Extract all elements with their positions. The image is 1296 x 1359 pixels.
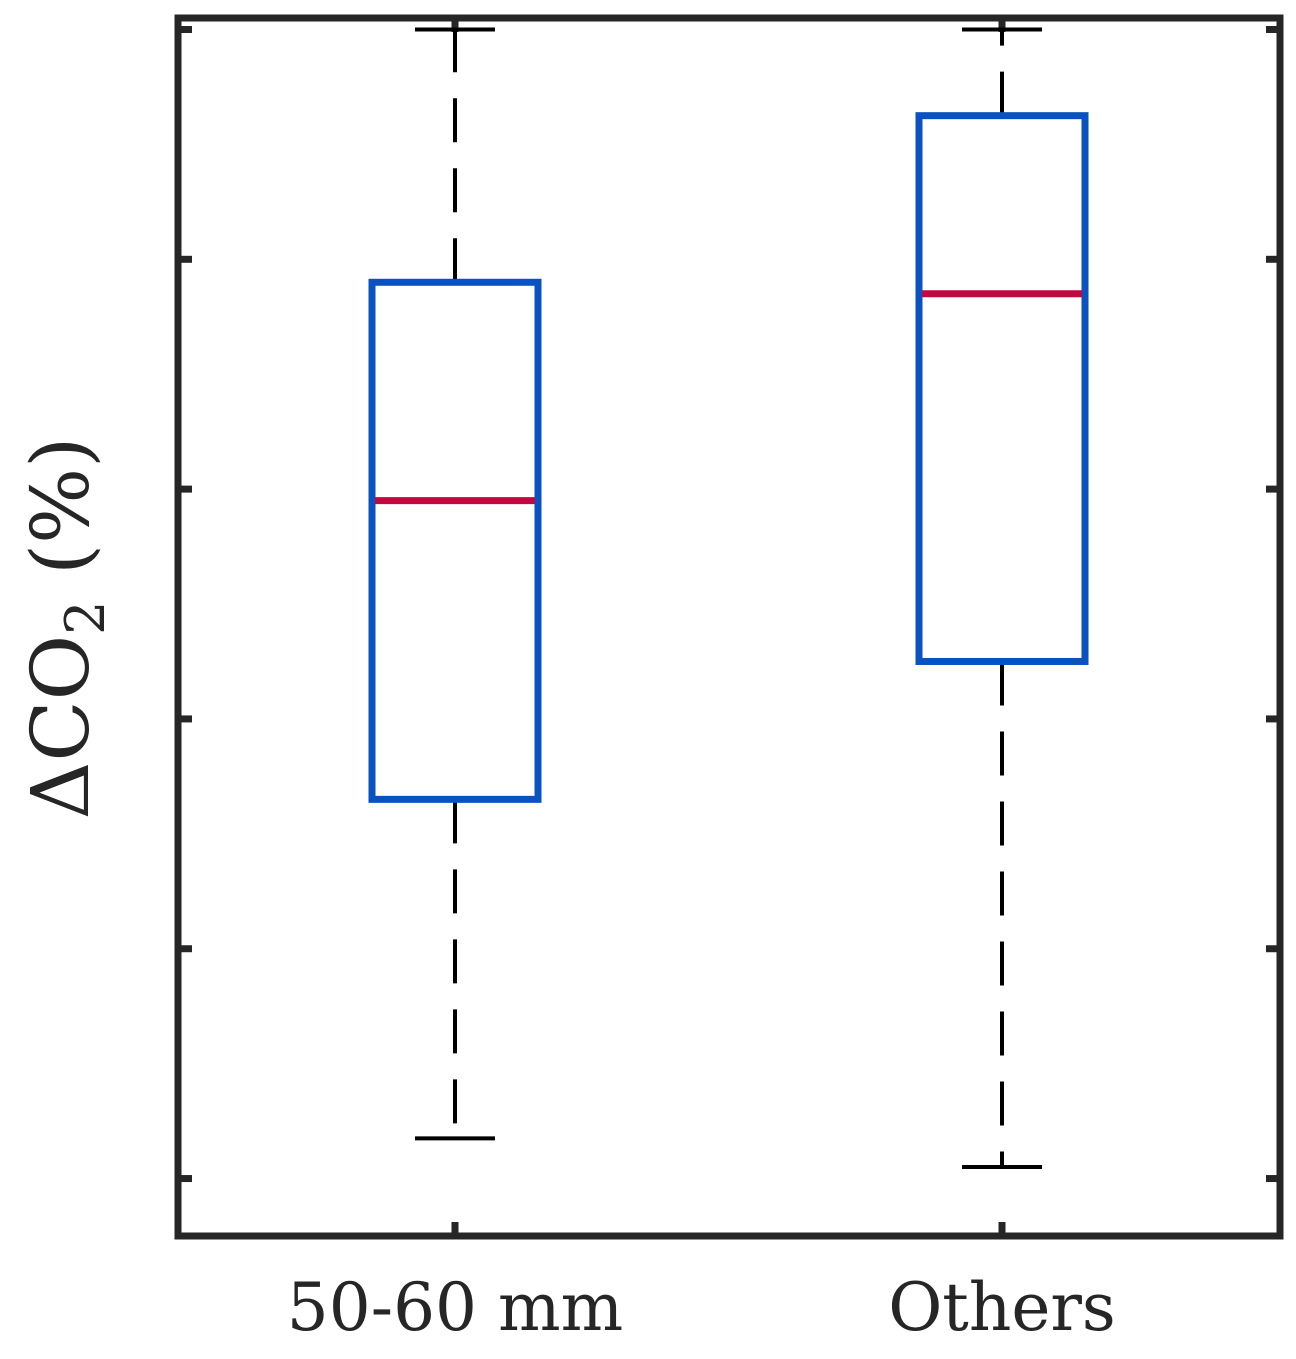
x-tick-label: 50-60 mm bbox=[287, 1269, 623, 1346]
y-axis-label: ΔCO2 (%) bbox=[14, 437, 117, 820]
box-50-60-mm bbox=[368, 278, 542, 803]
axis-ticks bbox=[178, 18, 1280, 1236]
x-tick-label: Others bbox=[888, 1269, 1116, 1346]
plot-area-frame bbox=[174, 14, 1284, 1240]
box-plot-series bbox=[368, 27, 1089, 1170]
box-others bbox=[915, 112, 1089, 665]
y-axis-label-suffix: (%) bbox=[14, 437, 107, 601]
y-axis-label-subscript: 2 bbox=[54, 600, 117, 634]
y-axis-label-main: ΔCO bbox=[14, 635, 107, 820]
x-tick-labels: 50-60 mm Others bbox=[287, 1269, 1116, 1346]
